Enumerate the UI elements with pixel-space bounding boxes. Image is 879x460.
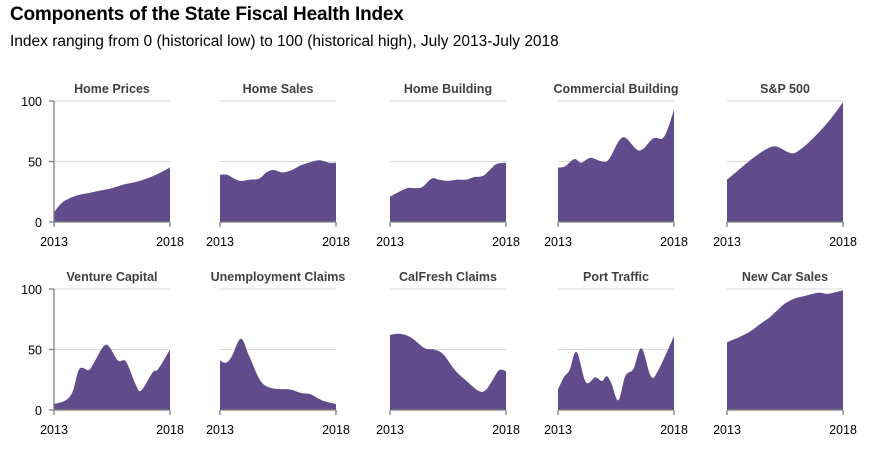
panel-home-building: 2013 2018 Home Building xyxy=(376,82,520,249)
y-tick-label: 50 xyxy=(28,156,42,170)
x-tick-label: 2018 xyxy=(322,423,350,437)
panel-home-sales: 2013 2018 Home Sales xyxy=(206,82,350,249)
y-tick-label: 0 xyxy=(35,216,42,230)
x-tick-label: 2018 xyxy=(492,235,520,249)
area-series xyxy=(390,162,506,222)
area-series xyxy=(727,290,843,410)
x-tick-label: 2018 xyxy=(492,423,520,437)
panel-title: Unemployment Claims xyxy=(211,270,346,284)
x-tick-label: 2013 xyxy=(544,235,572,249)
x-tick-label: 2018 xyxy=(156,235,184,249)
area-series xyxy=(558,336,674,410)
panel-commercial-building: 2013 2018 Commercial Building xyxy=(544,82,688,249)
panel-home-prices: 0 50 100 2013 2018 Home Prices xyxy=(21,82,184,249)
x-tick-label: 2013 xyxy=(376,235,404,249)
area-series xyxy=(558,109,674,222)
panel-title: Venture Capital xyxy=(67,270,158,284)
panel-calfresh-claims: 2013 2018 CalFresh Claims xyxy=(376,270,520,437)
x-tick-label: 2018 xyxy=(156,423,184,437)
panel-title: New Car Sales xyxy=(742,270,828,284)
x-tick-label: 2018 xyxy=(660,235,688,249)
x-tick-label: 2013 xyxy=(40,423,68,437)
y-tick-label: 50 xyxy=(28,344,42,358)
panel-title: Port Traffic xyxy=(583,270,649,284)
panel-title: Home Sales xyxy=(243,82,314,96)
chart-subtitle: Index ranging from 0 (historical low) to… xyxy=(10,33,559,50)
y-tick-label: 100 xyxy=(21,283,42,297)
area-series xyxy=(54,344,170,410)
y-tick-label: 100 xyxy=(21,95,42,109)
panel-venture-capital: 0 50 100 2013 2018 Venture Capital xyxy=(21,270,184,437)
panel-title: CalFresh Claims xyxy=(399,270,497,284)
x-tick-label: 2018 xyxy=(829,423,857,437)
panel-title: Home Building xyxy=(404,82,492,96)
area-series xyxy=(220,338,336,410)
x-tick-label: 2018 xyxy=(829,235,857,249)
panel-new-car-sales: 2013 2018 New Car Sales xyxy=(713,270,857,437)
panel-port-traffic: 2013 2018 Port Traffic xyxy=(544,270,688,437)
x-tick-label: 2013 xyxy=(206,235,234,249)
x-tick-label: 2013 xyxy=(206,423,234,437)
x-tick-label: 2018 xyxy=(322,235,350,249)
x-tick-label: 2013 xyxy=(713,423,741,437)
chart-title: Components of the State Fiscal Health In… xyxy=(10,4,404,25)
area-series xyxy=(390,333,506,410)
x-tick-label: 2013 xyxy=(40,235,68,249)
panel-unemployment-claims: 2013 2018 Unemployment Claims xyxy=(206,270,350,437)
x-tick-label: 2018 xyxy=(660,423,688,437)
x-tick-label: 2013 xyxy=(376,423,404,437)
panel-title: Commercial Building xyxy=(553,82,678,96)
area-series xyxy=(54,167,170,222)
panel-title: Home Prices xyxy=(74,82,150,96)
x-tick-label: 2013 xyxy=(713,235,741,249)
panel-s-p-500: 2013 2018 S&P 500 xyxy=(713,82,857,249)
panel-title: S&P 500 xyxy=(760,82,810,96)
x-tick-label: 2013 xyxy=(544,423,572,437)
area-series xyxy=(220,160,336,222)
area-series xyxy=(727,102,843,222)
y-tick-label: 0 xyxy=(35,404,42,418)
